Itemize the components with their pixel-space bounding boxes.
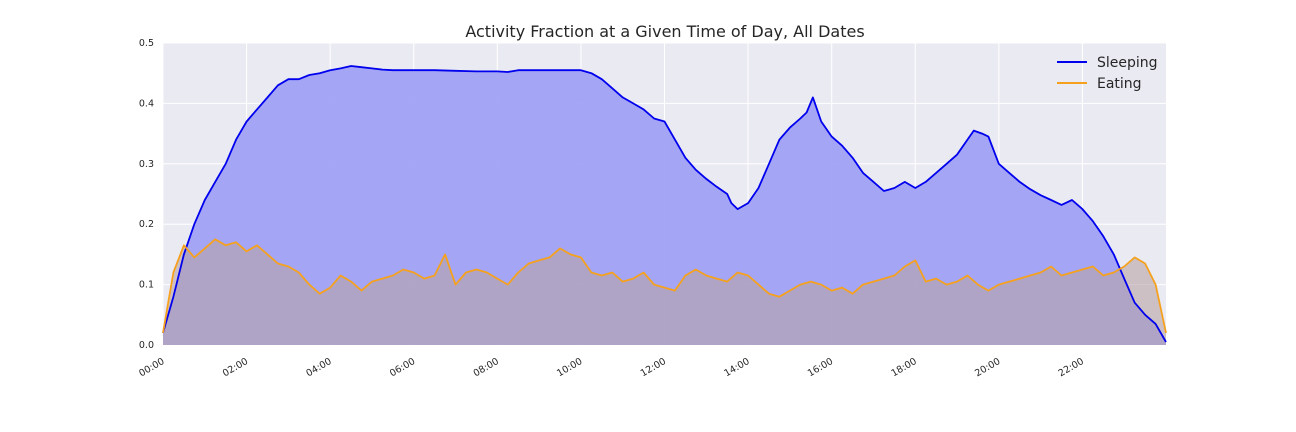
x-tick-label: 04:00 <box>304 356 333 379</box>
x-tick-label: 16:00 <box>806 356 835 379</box>
eating-area <box>163 239 1166 345</box>
y-tick-label: 0.2 <box>139 219 154 230</box>
legend-label-eating: Eating <box>1097 76 1142 92</box>
x-tick-label: 10:00 <box>555 356 584 379</box>
legend: Sleeping Eating <box>1057 55 1158 92</box>
y-tick-label: 0.1 <box>139 280 154 291</box>
y-tick-label: 0.3 <box>139 159 154 170</box>
chart-title: Activity Fraction at a Given Time of Day… <box>465 22 864 41</box>
x-tick-label: 12:00 <box>639 356 668 379</box>
series-areas <box>163 66 1166 345</box>
series-lines <box>162 65 1167 343</box>
sleeping-line <box>162 65 1167 343</box>
x-tick-label: 08:00 <box>472 356 501 379</box>
y-tick-label: 0.0 <box>139 340 154 351</box>
eating-line <box>162 238 1167 334</box>
x-tick-label: 02:00 <box>221 356 250 379</box>
y-tick-labels: 0.0 0.1 0.2 0.3 0.4 0.5 <box>139 38 154 351</box>
y-tick-label: 0.5 <box>139 38 154 49</box>
y-tick-label: 0.4 <box>139 98 154 109</box>
x-tick-label: 22:00 <box>1057 356 1086 379</box>
x-tick-labels: 00:00 02:00 04:00 06:00 08:00 10:00 12:00 14:00… <box>137 356 1086 379</box>
x-tick-label: 06:00 <box>388 356 417 379</box>
x-tick-label: 00:00 <box>137 356 166 379</box>
x-tick-label: 18:00 <box>890 356 919 379</box>
x-tick-label: 20:00 <box>973 356 1002 379</box>
legend-label-sleeping: Sleeping <box>1097 55 1158 71</box>
x-tick-label: 14:00 <box>722 356 751 379</box>
